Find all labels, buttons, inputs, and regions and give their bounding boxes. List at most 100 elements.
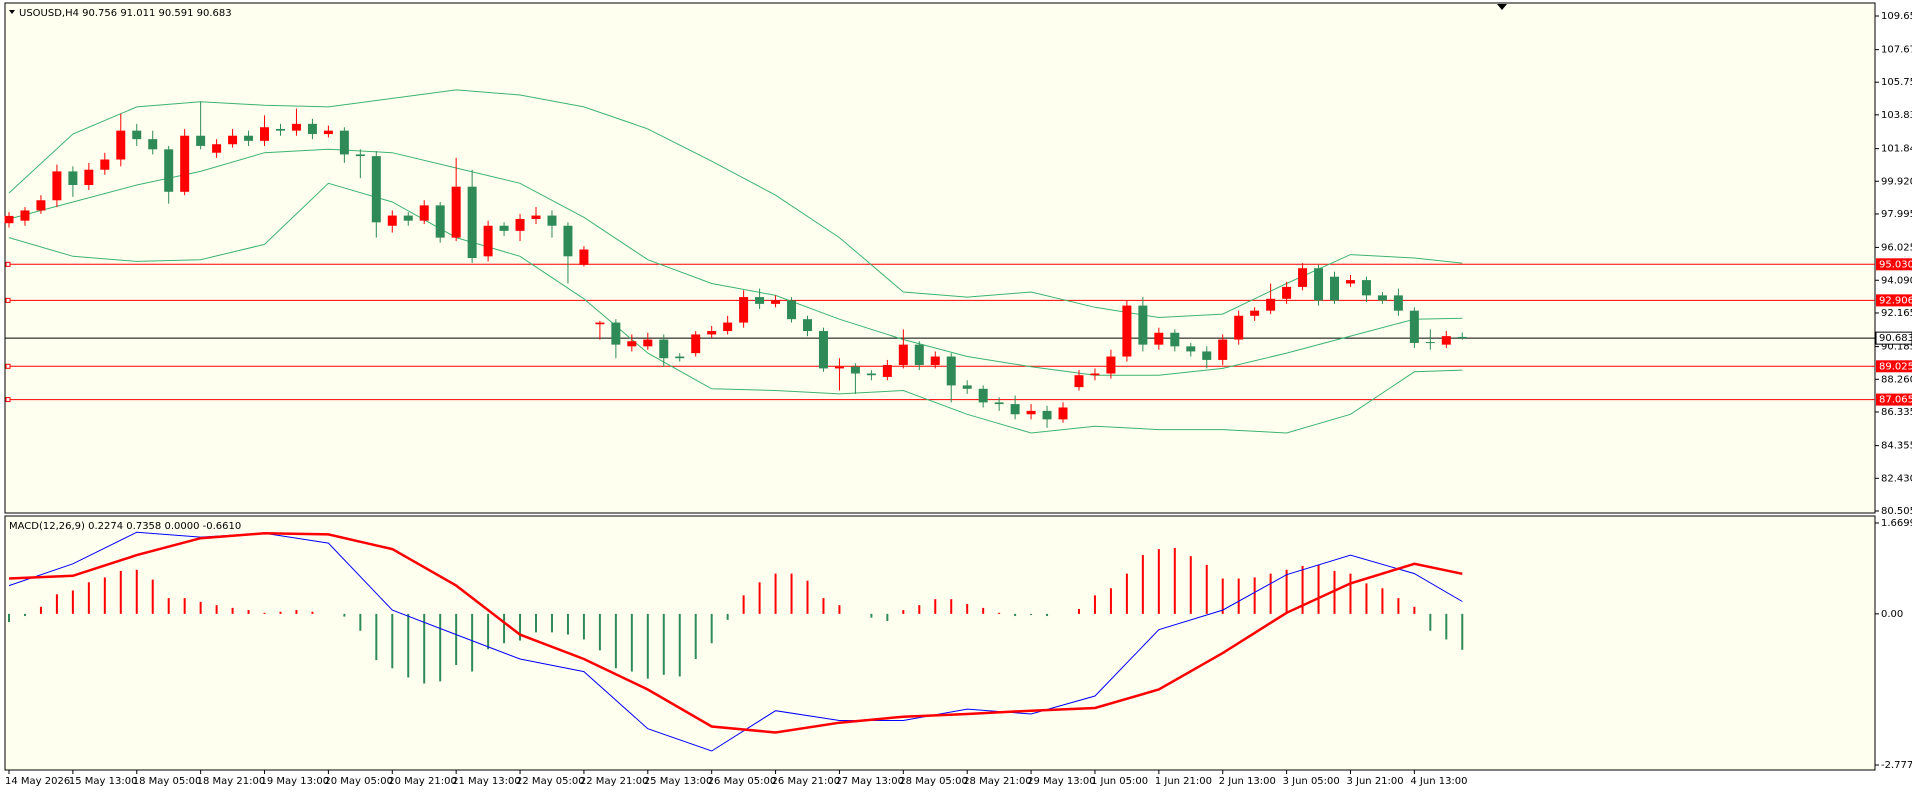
y-tick-label: 105.75 [1881,77,1912,88]
bollinger-band [8,148,1463,376]
x-tick-label: 1 Jun 05:00 [1091,776,1148,787]
candle-body [260,127,270,141]
candle-body [1377,295,1387,301]
candle-body [579,249,589,265]
macd-y-tick-label: -2.7772 [1881,760,1912,771]
x-tick-label: 28 May 21:00 [963,776,1032,787]
candle-body [882,365,892,377]
candle-body [100,159,110,170]
y-tick-label: 103.83 [1881,110,1912,121]
x-tick-label: 20 May 05:00 [324,776,393,787]
price-panel [4,2,1876,514]
candle-body [1250,310,1260,316]
level-label-box [1876,393,1912,406]
x-tick-label: 29 May 13:00 [1027,776,1096,787]
candle-body [116,130,126,160]
candle-body [914,344,924,366]
candle-body [371,156,381,223]
candle-body [291,123,301,131]
candle-body [547,215,557,226]
candle-body [834,366,844,369]
shift-marker [1497,4,1507,10]
y-tick-label: 94.090 [1881,275,1912,286]
candle-body [180,135,190,192]
candle-body [930,356,940,366]
candle-body [1314,268,1324,301]
candle-body [1010,404,1020,415]
y-tick-label: 99.920 [1881,176,1912,187]
x-tick-label: 19 May 13:00 [261,776,330,787]
candle-body [1345,280,1355,284]
x-tick-label: 25 May 13:00 [644,776,713,787]
candle-body [611,322,621,345]
y-tick-label: 80.505 [1881,506,1912,517]
x-tick-label: 27 May 13:00 [835,776,904,787]
plot-layer: 109.65 107.67 105.75 103.83 101.84 99.920 97.9… [4,11,1912,787]
y-tick-label: 82.430 [1881,473,1912,484]
macd-line [8,532,1463,734]
candle-body [1441,336,1451,345]
y-tick-label: 109.65 [1881,11,1912,22]
candle-body [52,171,62,201]
candle-body [691,334,701,354]
candle-body [483,225,493,257]
candle-body [1266,298,1276,311]
candle-body [707,331,717,335]
candle-body [643,339,653,347]
candle-body [244,135,254,141]
bollinger-band [8,182,1463,434]
candle-body [355,154,365,157]
candle-body [962,385,972,389]
candle-body [499,225,509,231]
candle-body [898,344,908,366]
candle-body [196,135,206,146]
x-tick-label: 20 May 21:00 [388,776,457,787]
candle-body [739,297,749,323]
candle-body [419,205,429,221]
candle-body [1234,315,1244,340]
menu-arrow [9,10,15,14]
candle-body [228,135,238,145]
chart-header: USOUSD,H4 90.756 91.011 90.591 90.683 [19,8,232,19]
candle-body [1042,410,1052,420]
candle-body [595,322,605,325]
x-tick-label: 26 May 05:00 [708,776,777,787]
candle-body [1393,295,1403,311]
x-tick-label: 18 May 05:00 [133,776,202,787]
x-tick-label: 2 Jun 13:00 [1219,776,1276,787]
indicator-header: MACD(12,26,9) 0.2274 0.7358 0.0000 -0.66… [9,521,241,532]
candle-body [1298,268,1308,287]
candle-body [36,200,46,211]
candle-body [84,169,94,185]
x-tick-label: 3 Jun 05:00 [1283,776,1340,787]
candle-body [850,366,860,374]
candle-body [451,186,461,238]
y-tick-label: 90.185 [1881,342,1912,353]
last-price-label: 90.683 [1879,333,1912,344]
candle-body [323,130,333,135]
y-tick-label: 86.335 [1881,407,1912,418]
x-tick-label: 14 May 2026 [5,776,70,787]
y-tick-label: 84.355 [1881,441,1912,452]
candle-body [1409,310,1419,343]
candle-body [1218,339,1228,360]
candle-body [212,144,222,153]
candle-body [403,215,413,221]
y-tick-label: 92.165 [1881,308,1912,319]
level-label: 87.065 [1879,395,1912,406]
candle-body [339,130,349,155]
candle-body [1202,351,1212,360]
candle-body [4,215,14,224]
candle-body [563,225,573,257]
level-label-box [1876,258,1912,271]
candle-body [1058,407,1068,420]
candle-body [467,186,477,259]
candle-body [818,331,828,369]
candle-body [307,123,317,135]
candle-body [132,130,142,140]
x-tick-label: 3 Jun 21:00 [1346,776,1403,787]
candle-body [1154,332,1164,345]
candle-body [1106,356,1116,374]
